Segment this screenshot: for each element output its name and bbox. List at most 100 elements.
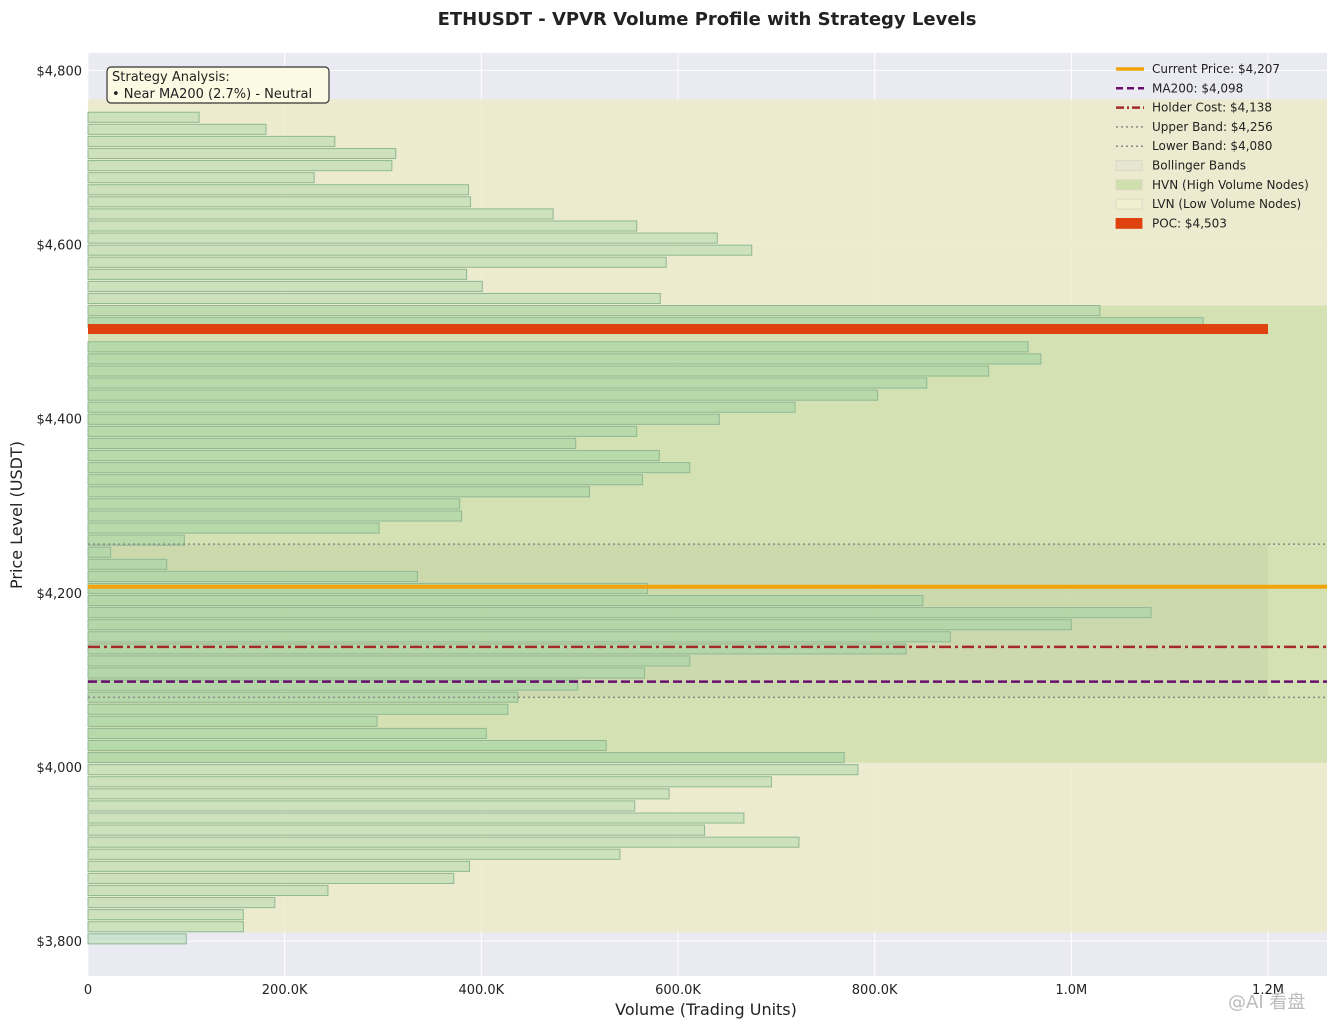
legend-label: MA200: $4,098 [1152,81,1243,95]
volume-bar [87,631,951,643]
volume-bar [87,425,638,437]
volume-bar [87,401,796,413]
volume-bar [87,305,1101,317]
annotation-line-1: Strategy Analysis: [112,70,230,85]
volume-bar [87,788,670,800]
volume-bar [87,933,187,945]
volume-bar [87,413,720,425]
volume-bar [87,244,753,256]
volume-bar [87,510,463,522]
legend-label: LVN (Low Volume Nodes) [1152,197,1301,211]
volume-bar [87,486,590,498]
volume-bar [87,824,706,836]
legend-label: Lower Band: $4,080 [1152,139,1272,153]
volume-bar [87,921,244,933]
x-axis-label: Volume (Trading Units) [615,1000,797,1019]
volume-bar [87,123,267,135]
volume-bar [87,160,393,172]
volume-bar [87,727,487,739]
volume-bar [87,558,168,570]
legend-entry: HVN (High Volume Nodes) [1115,178,1309,192]
x-tick-label: 400.0K [458,983,504,998]
y-tick-label: $4,600 [37,239,83,254]
volume-bar [87,208,554,220]
volume-bar [87,607,1152,619]
volume-bar [87,534,185,546]
volume-bar [87,595,924,607]
volume-bar [87,860,471,872]
x-tick-label: 1.0M [1055,983,1087,998]
chart-title: ETHUSDT - VPVR Volume Profile with Strat… [438,9,977,30]
volume-bar [87,498,461,510]
volume-bars [87,111,1268,945]
volume-bar [87,232,718,244]
legend-label: Bollinger Bands [1152,159,1246,173]
volume-bar [87,776,772,788]
volume-bar [87,365,990,377]
volume-bar [87,812,745,824]
y-tick-label: $4,800 [37,64,83,79]
legend-swatch [1115,160,1143,171]
volume-bar [87,474,644,486]
volume-bar [87,389,879,401]
volume-bar [87,800,636,812]
volume-bar [87,450,660,462]
volume-bar [87,172,315,184]
legend-label: Upper Band: $4,256 [1152,120,1273,134]
level-lines [88,543,1327,699]
volume-bar [87,147,397,160]
y-tick-label: $4,200 [37,587,83,602]
volume-bar [87,884,329,897]
volume-bar [87,872,455,884]
legend-entry: LVN (Low Volume Nodes) [1115,197,1301,211]
y-axis-label: Price Level (USDT) [7,441,26,589]
volume-bar [87,111,200,123]
volume-bar [87,462,691,474]
x-tick-label: 800.0K [852,983,898,998]
legend-label: HVN (High Volume Nodes) [1152,178,1309,192]
y-tick-label: $3,800 [37,935,83,950]
volume-bar [87,739,607,752]
legend-swatch [1115,179,1143,191]
volume-bar [87,715,378,727]
legend-entry: Bollinger Bands [1115,159,1246,173]
volume-bar [87,522,380,534]
volume-bar [87,220,638,232]
x-tick-label: 200.0K [262,983,308,998]
volume-bar [87,196,472,208]
legend: Current Price: $4,207 MA200: $4,098 Holder… [1115,62,1309,230]
annotation-box [106,66,330,104]
volume-bar [87,437,577,450]
volume-bar [87,292,661,305]
annotation-line-2: • Near MA200 (2.7%) - Neutral [112,87,312,102]
legend-swatch [1115,217,1143,229]
volume-bar [87,619,1072,631]
volume-bar [87,184,470,196]
volume-bar [87,268,468,280]
y-tick-label: $4,400 [37,413,83,428]
legend-entry: MA200: $4,098 [1116,81,1243,95]
legend-entry: Holder Cost: $4,138 [1116,101,1272,115]
volume-bar [87,752,845,764]
volume-bar [87,897,276,909]
axis-ticks: 0 200.0K 400.0K 600.0K 800.0K 1.0M 1.2M $3,800 $… [37,64,1284,998]
x-tick-label: 600.0K [655,983,701,998]
legend-entry: Lower Band: $4,080 [1116,139,1272,153]
legend-entry: Current Price: $4,207 [1116,62,1280,76]
legend-entry: POC: $4,503 [1115,216,1227,230]
volume-bar [87,280,483,292]
poc-bar [88,324,1268,335]
volume-bar [87,703,509,715]
legend-label: POC: $4,503 [1152,216,1227,230]
volume-bar [87,341,1029,353]
volume-bar [87,256,667,268]
volume-bar [87,848,621,860]
volume-bar [87,655,691,667]
legend-label: Holder Cost: $4,138 [1152,101,1272,115]
y-tick-label: $4,000 [37,761,83,776]
legend-entry: Upper Band: $4,256 [1116,120,1273,134]
volume-bar [87,643,907,655]
volume-bar [87,909,244,921]
x-tick-label: 1.2M [1252,983,1284,998]
volume-bar [87,836,800,848]
